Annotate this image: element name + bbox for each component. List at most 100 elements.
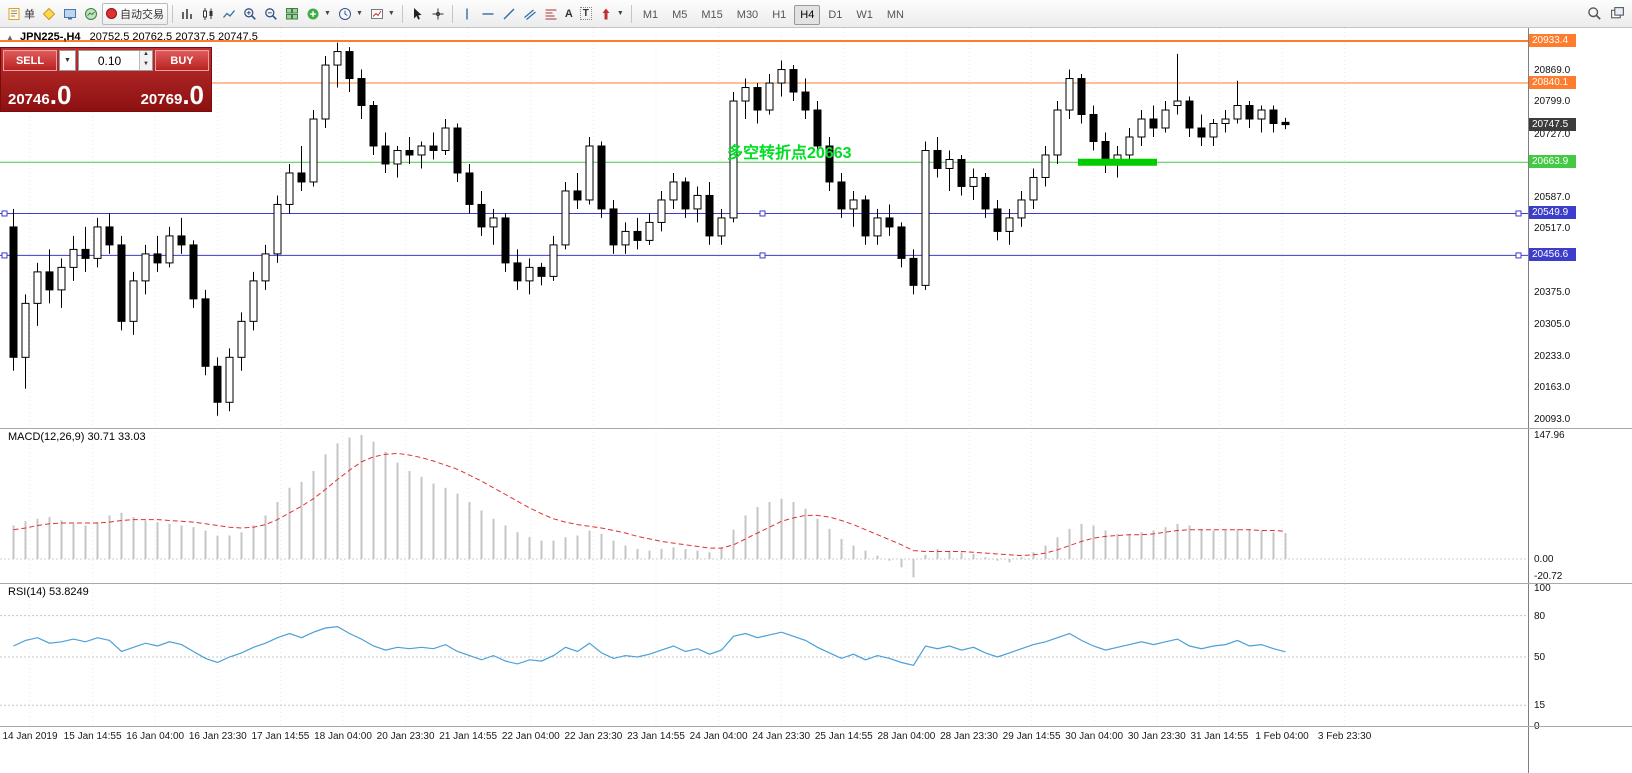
metaeditor-icon	[42, 7, 56, 20]
timeframe-button-w1[interactable]: W1	[856, 8, 873, 21]
timeframe-button-mn[interactable]: MN	[886, 8, 904, 21]
indicators-button[interactable]: ▼	[303, 5, 334, 23]
pane-separator[interactable]	[1528, 428, 1632, 429]
volume-input[interactable]	[79, 51, 152, 70]
vertical-line-tool-button[interactable]	[457, 5, 477, 23]
timeframes-menu-button[interactable]: ▼	[335, 5, 366, 23]
svg-text:24 Jan 23:30: 24 Jan 23:30	[752, 731, 810, 742]
volume-stepper[interactable]: ▲ ▼	[139, 51, 152, 70]
toolbar-separator	[401, 4, 403, 23]
clock-icon	[338, 7, 351, 20]
tile-windows-button[interactable]	[282, 5, 302, 23]
price-level-badge: 20840.1	[1529, 76, 1576, 89]
toolbar-separator	[172, 4, 173, 23]
svg-text:18 Jan 04:00: 18 Jan 04:00	[314, 731, 372, 742]
timeframe-button-d1[interactable]: D1	[828, 8, 843, 21]
window-layout-button[interactable]	[1607, 4, 1628, 23]
timeframe-button-m30[interactable]: M30	[736, 8, 759, 21]
arrows-tool-button[interactable]: ▼	[596, 5, 627, 23]
svg-text:22 Jan 04:00: 22 Jan 04:00	[502, 731, 560, 742]
price-level-badge: 20747.5	[1529, 118, 1576, 131]
crosshair-tool-button[interactable]	[428, 5, 448, 23]
bar-chart-icon	[182, 8, 192, 19]
price-level-badge: 20933.4	[1529, 34, 1576, 47]
chart-annotation-text: 多空转折点20663	[727, 145, 852, 162]
autotrading-button[interactable]: 自动交易	[102, 2, 168, 25]
zoom-out-icon	[265, 7, 277, 20]
zoom-in-button[interactable]	[240, 5, 260, 23]
trade-panel-prices: 20746 .0 20769 .0	[3, 71, 209, 109]
horizontal-line-tool-button[interactable]	[478, 5, 498, 23]
trendline-tool-button[interactable]	[499, 5, 519, 23]
svg-text:22 Jan 23:30: 22 Jan 23:30	[564, 731, 622, 742]
svg-text:17 Jan 14:55: 17 Jan 14:55	[251, 731, 309, 742]
expand-icon[interactable]: ▲	[6, 33, 14, 42]
svg-text:23 Jan 14:55: 23 Jan 14:55	[627, 731, 685, 742]
pane-separator[interactable]	[1528, 583, 1632, 584]
price-level-badge: 20456.6	[1529, 248, 1576, 261]
text-label-icon: T	[579, 7, 592, 20]
svg-text:29 Jan 14:55: 29 Jan 14:55	[1003, 731, 1061, 742]
macd-tick: 0.00	[1534, 554, 1554, 565]
zoom-out-button[interactable]	[261, 5, 281, 23]
buy-button[interactable]: BUY	[155, 50, 209, 71]
terminal-icon	[64, 8, 76, 19]
sell-button[interactable]: SELL	[3, 50, 57, 71]
text-tool-button[interactable]: A	[562, 6, 576, 22]
horizontal-line-icon	[482, 12, 494, 15]
volume-field: ▲▼	[78, 50, 153, 71]
text-label-tool-button[interactable]: T	[577, 5, 595, 22]
svg-text:24 Jan 04:00: 24 Jan 04:00	[690, 731, 748, 742]
buy-price-button[interactable]: 20769 .0	[141, 82, 204, 108]
timeframe-button-m5[interactable]: M5	[672, 8, 688, 21]
window-layout-icon	[1611, 7, 1624, 19]
price-chart-canvas[interactable]: 14 Jan 2019 15 Jan 14:55 16 Jan 04:00 16 Ja…	[0, 28, 1528, 773]
toolbar-separator	[451, 4, 453, 23]
search-button[interactable]	[1584, 4, 1605, 23]
fibonacci-icon	[545, 9, 557, 19]
price-scale[interactable]: 20869.0 20799.0 20727.0 20587.0 20517.0 20375…	[1528, 28, 1632, 773]
price-tick: 20869.0	[1534, 65, 1571, 76]
rsi-tick: 15	[1534, 700, 1546, 711]
svg-text:31 Jan 14:55: 31 Jan 14:55	[1190, 731, 1248, 742]
volume-up-icon[interactable]: ▲	[143, 51, 149, 57]
timeframe-button-m1[interactable]: M1	[642, 8, 659, 21]
market-watch-button[interactable]	[81, 5, 101, 23]
svg-text:20 Jan 23:30: 20 Jan 23:30	[377, 731, 435, 742]
macd-tick: -20.72	[1534, 571, 1563, 582]
bar-chart-mode-button[interactable]	[177, 5, 197, 23]
toolbar-separator	[630, 4, 632, 23]
chart-area[interactable]: 14 Jan 2019 15 Jan 14:55 16 Jan 04:00 16 Ja…	[0, 28, 1528, 773]
search-icon	[1588, 7, 1601, 20]
indicators-icon	[307, 8, 319, 19]
macd-indicator-label: MACD(12,26,9) 30.71 33.03	[8, 431, 146, 443]
timeframe-button-h1[interactable]: H1	[772, 8, 787, 21]
price-tick: 20517.0	[1534, 223, 1571, 234]
sell-price-button[interactable]: 20746 .0	[8, 82, 71, 108]
symbol-ohlc-values: 20752.5 20762.5 20737.5 20747.5	[89, 31, 258, 43]
cursor-tool-button[interactable]	[407, 5, 427, 23]
svg-text:3 Feb 23:30: 3 Feb 23:30	[1318, 731, 1372, 742]
main-toolbar: 单 自动交易	[0, 0, 1632, 28]
svg-text:30 Jan 04:00: 30 Jan 04:00	[1065, 731, 1123, 742]
order-type-dropdown[interactable]: ▼	[59, 50, 76, 71]
timeframe-button-m15[interactable]: M15	[701, 8, 723, 21]
rsi-indicator-label: RSI(14) 53.8249	[8, 586, 89, 598]
candlestick-mode-button[interactable]	[198, 5, 218, 23]
templates-button[interactable]: ▼	[367, 5, 398, 23]
new-order-button[interactable]: 单	[4, 4, 38, 24]
autotrading-label: 自动交易	[120, 8, 164, 21]
macd-tick: 147.96	[1534, 430, 1565, 441]
autotrading-status-icon	[106, 8, 117, 19]
metaeditor-button[interactable]	[39, 5, 59, 23]
price-tick: 20233.0	[1534, 351, 1571, 362]
line-chart-mode-button[interactable]	[219, 5, 239, 23]
channel-tool-button[interactable]	[520, 5, 540, 23]
dropdown-caret-icon: ▼	[324, 10, 331, 17]
timeframe-button-h4[interactable]: H4	[794, 4, 821, 25]
svg-text:30 Jan 23:30: 30 Jan 23:30	[1128, 731, 1186, 742]
volume-down-icon[interactable]: ▼	[143, 60, 149, 67]
dropdown-caret-icon: ▼	[355, 10, 363, 17]
fibonacci-tool-button[interactable]	[541, 5, 561, 23]
terminal-button[interactable]	[60, 5, 80, 23]
